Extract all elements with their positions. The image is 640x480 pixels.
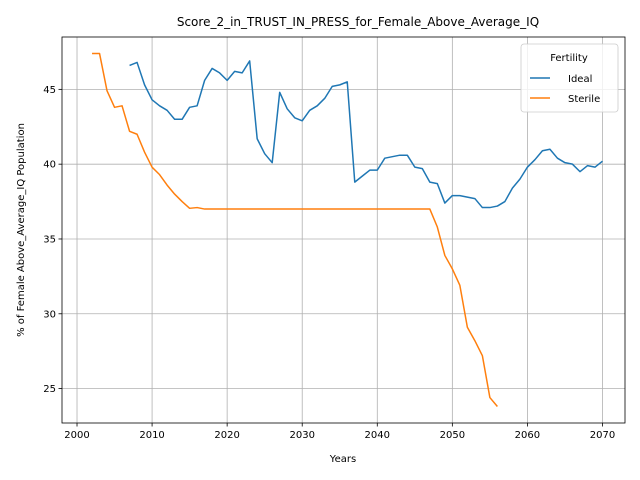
chart-title: Score_2_in_TRUST_IN_PRESS_for_Female_Abo… [177,15,539,29]
x-tick-label: 2020 [214,430,239,441]
x-tick-label: 2010 [139,430,164,441]
y-tick-label: 25 [43,384,56,395]
legend-label-sterile: Sterile [568,94,600,105]
x-tick-label: 2050 [440,430,465,441]
series-line-sterile [92,52,498,408]
y-tick-label: 40 [43,160,56,171]
y-tick-label: 45 [43,85,56,96]
axis-ticks: 2000 2010 2020 2030 2040 2050 2060 2070 25 30 35 40… [43,85,615,441]
x-tick-label: 2000 [64,430,89,441]
x-tick-label: 2060 [515,430,540,441]
legend-box [520,43,619,113]
series-line-ideal [129,60,603,209]
x-axis-label: Years [329,454,356,465]
series-lines [92,52,603,408]
plot-area-frame [61,36,626,424]
x-tick-label: 2030 [289,430,314,441]
legend-title: Fertility [550,53,588,64]
y-tick-label: 35 [43,234,56,245]
legend: Fertility Ideal Sterile [520,43,619,113]
y-axis-label: % of Female Above_Average_IQ Population [16,123,27,337]
legend-label-ideal: Ideal [568,74,592,85]
y-tick-label: 30 [43,309,56,320]
x-tick-label: 2040 [365,430,390,441]
x-tick-label: 2070 [590,430,615,441]
